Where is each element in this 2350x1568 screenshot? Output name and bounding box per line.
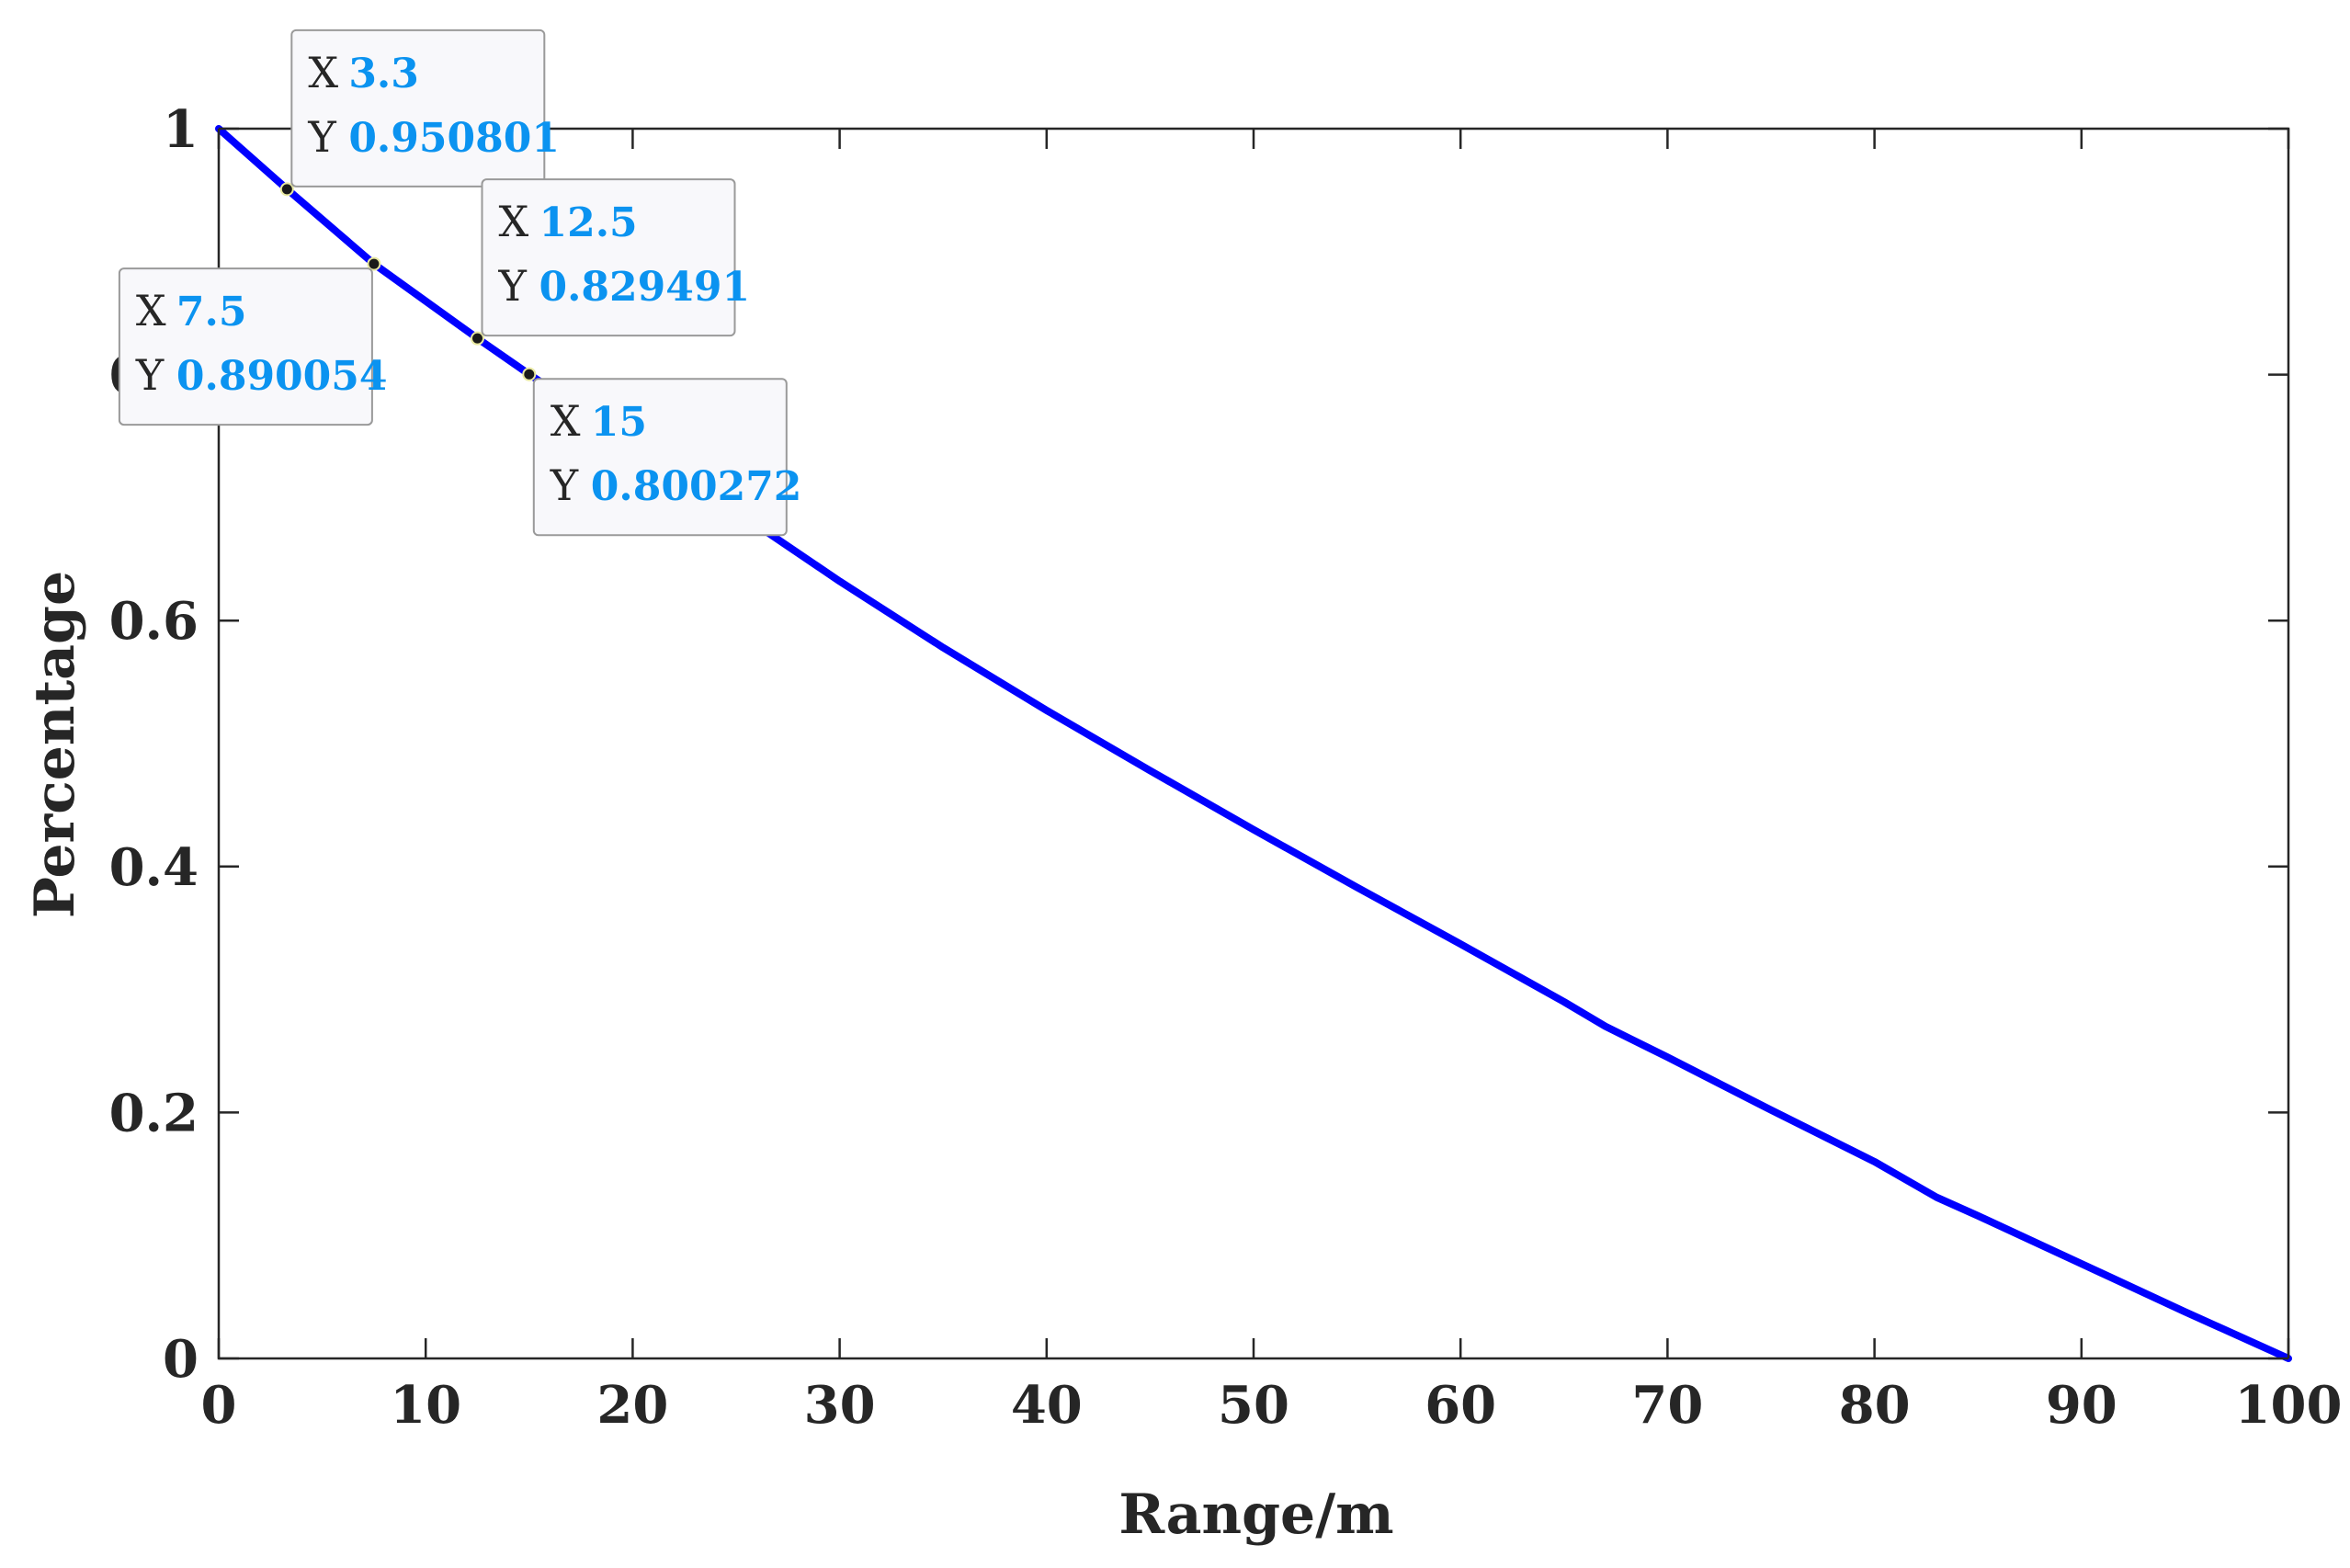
- x-tick-label: 50: [1218, 1375, 1289, 1436]
- y-tick-label: 1: [163, 99, 199, 160]
- datatip-x-key: X: [551, 396, 581, 446]
- x-tick-label: 70: [1631, 1375, 1703, 1436]
- datatip-x-key: X: [136, 286, 166, 335]
- datatip: X 3.3 Y 0.950801: [290, 28, 560, 187]
- x-tick-label: 90: [2046, 1375, 2117, 1436]
- x-axis-title: Range/m: [1118, 1483, 1393, 1547]
- datatip: X 7.5Y 0.890054: [118, 267, 388, 426]
- datatip-box: [118, 267, 373, 426]
- x-tick-label: 0: [201, 1375, 237, 1436]
- datatip: X 15 Y 0.800272: [532, 378, 802, 537]
- x-tick-label: 100: [2235, 1375, 2343, 1436]
- datatip-marker: [367, 256, 381, 271]
- y-tick-label: 0.2: [109, 1083, 199, 1143]
- datatip-x-value: 3.3: [348, 51, 419, 97]
- y-tick-label: 0.6: [109, 591, 199, 652]
- datatip-y-value: 0.800272: [591, 463, 802, 510]
- datatip-y-value: 0.890054: [176, 353, 388, 400]
- datatip-box: [532, 378, 788, 537]
- x-tick-label: 60: [1425, 1375, 1496, 1436]
- x-tick-label: 10: [390, 1375, 461, 1436]
- datatip-marker: [279, 182, 294, 197]
- datatip-box: [290, 28, 546, 187]
- y-axis-title: Percentage: [23, 571, 87, 918]
- datatip-x-value: 12.5: [539, 199, 638, 246]
- series-line: [215, 125, 2292, 1362]
- y-tick-label: 0.4: [109, 837, 199, 898]
- x-tick-label: 40: [1011, 1375, 1083, 1436]
- x-tick-label: 20: [596, 1375, 668, 1436]
- datatip-box: [481, 178, 736, 337]
- datatip-x-key: X: [308, 48, 338, 97]
- datatip-x-value: 15: [591, 399, 647, 446]
- datatip: X 12.5Y 0.829491: [481, 178, 751, 337]
- datatip-x-key: X: [499, 197, 529, 246]
- datatip-y-key: Y: [550, 460, 579, 510]
- datatip-x-value: 7.5: [176, 289, 247, 335]
- datatip-y-key: Y: [498, 261, 528, 311]
- datatip-marker: [471, 331, 484, 346]
- datatip-y-value: 0.829491: [539, 264, 751, 311]
- datatip-y-key: Y: [307, 112, 336, 162]
- x-tick-label: 80: [1839, 1375, 1911, 1436]
- x-tick-label: 30: [804, 1375, 876, 1436]
- datatip-y-value: 0.950801: [348, 115, 560, 162]
- y-tick-label: 0: [163, 1329, 199, 1390]
- datatip-marker: [522, 367, 537, 381]
- datatip-y-key: Y: [135, 350, 165, 400]
